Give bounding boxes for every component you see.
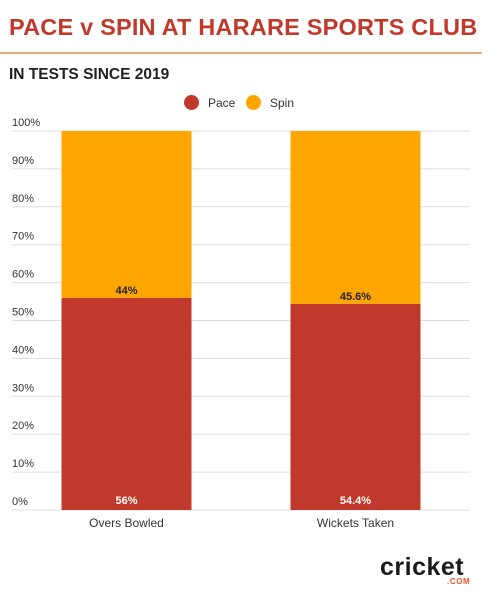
data-label-pace: 54.4% [340,495,371,507]
y-tick-label: 20% [12,420,34,432]
legend: Pace Spin [0,95,500,115]
data-label-spin: 45.6% [340,291,371,303]
y-tick-label: 40% [12,344,34,356]
legend-swatch-pace [184,95,199,110]
y-tick-label: 30% [12,382,34,394]
bar-spin [61,131,192,298]
y-tick-label: 100% [12,117,40,129]
cricket-logo: cricket .COM [380,553,492,587]
bar-pace [61,297,192,510]
bar-spin [290,131,421,304]
legend-swatch-spin [246,95,261,110]
data-label-spin: 44% [115,285,137,297]
chart-title: PACE v SPIN AT HARARE SPORTS CLUB [9,14,478,40]
y-tick-label: 60% [12,269,34,281]
bar-pace [290,303,421,510]
legend-item-pace: Pace [184,95,235,110]
data-label-pace: 56% [115,495,137,507]
y-tick-label: 10% [12,458,34,470]
y-tick-label: 70% [12,231,34,243]
y-tick-label: 0% [12,496,28,508]
logo-subtext: .COM [447,577,471,586]
y-tick-label: 50% [12,307,34,319]
title-divider [0,52,482,54]
x-tick-label: Overs Bowled [89,516,164,530]
legend-label-pace: Pace [208,95,236,110]
x-tick-label: Wickets Taken [317,516,394,530]
y-tick-label: 80% [12,193,34,205]
legend-item-spin: Spin [246,95,294,110]
chart-subtitle: IN TESTS SINCE 2019 [9,66,170,83]
legend-label-spin: Spin [270,95,295,110]
y-tick-label: 90% [12,155,34,167]
logo-text: cricket [380,553,465,581]
